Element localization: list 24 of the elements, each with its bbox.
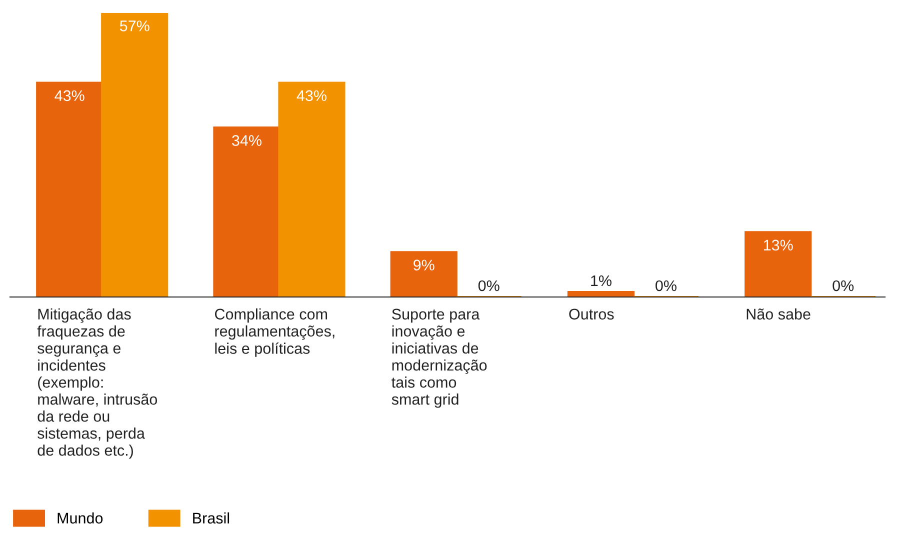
- data-label: 43%: [54, 90, 84, 102]
- data-label: 13%: [764, 240, 793, 251]
- x-tick-label: Compliance com regulamentações, leis e políticas: [215, 308, 334, 357]
- data-label: 9%: [414, 260, 434, 270]
- bar: [101, 13, 168, 297]
- category-label: Mitigação das fraquezas de segurança e incidentes (exemplo: malware, intrusão da rede ou sistemas, perda de dados etc.): [37, 308, 158, 459]
- x-tick-label: Suporte para inovação e iniciativas de modernização tais como smart grid: [392, 308, 487, 408]
- data-label: 0%: [656, 280, 676, 292]
- x-tick-label: Não sabe: [746, 308, 810, 320]
- bar: [213, 126, 280, 297]
- data-label: 0%: [832, 280, 854, 292]
- bar: [36, 82, 104, 297]
- legend-label: Mundo: [58, 512, 103, 524]
- data-label: 57%: [120, 20, 150, 32]
- bar: [744, 231, 812, 297]
- data-label: 1%: [591, 275, 612, 286]
- legend-label: Brasil: [193, 512, 230, 524]
- data-label: 34%: [232, 135, 262, 146]
- data-label: 43%: [296, 90, 326, 102]
- bar: [278, 82, 346, 297]
- data-label: 0%: [478, 280, 500, 292]
- x-tick-label: Outros: [569, 308, 614, 320]
- bar: [567, 290, 635, 297]
- bar: [390, 251, 458, 297]
